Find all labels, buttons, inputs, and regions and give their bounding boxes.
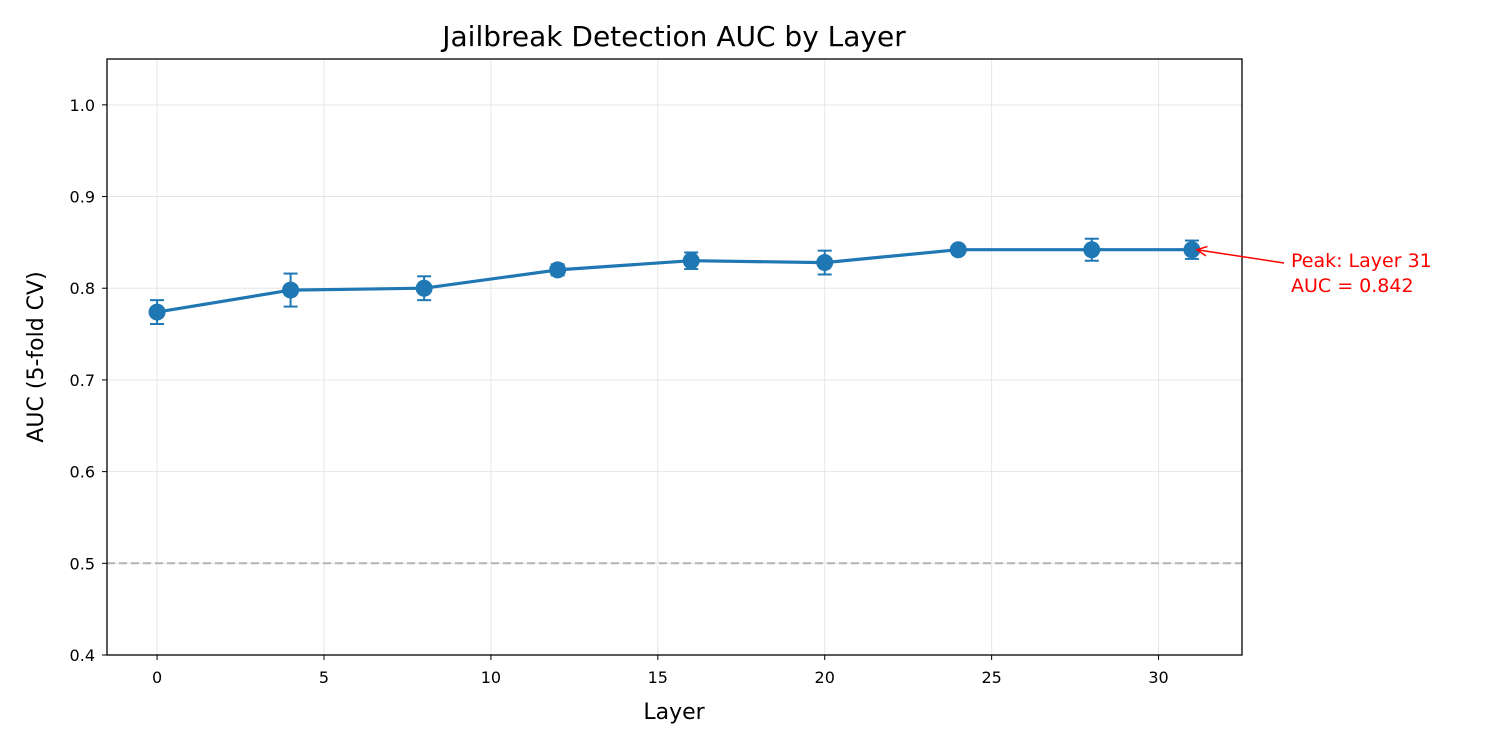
x-tick-label: 20 bbox=[815, 668, 835, 687]
annotation-arrow-head bbox=[1195, 245, 1208, 257]
data-point bbox=[682, 252, 700, 270]
x-tick-label: 15 bbox=[648, 668, 668, 687]
data-point bbox=[1083, 241, 1101, 259]
y-tick-label: 0.4 bbox=[70, 646, 95, 665]
x-tick-label: 25 bbox=[981, 668, 1001, 687]
y-tick-label: 0.8 bbox=[70, 279, 95, 298]
data-point bbox=[949, 241, 967, 259]
data-point bbox=[1183, 241, 1201, 259]
plot-frame bbox=[106, 58, 1243, 656]
y-tick-label: 0.5 bbox=[70, 554, 95, 573]
y-tick-label: 0.7 bbox=[70, 371, 95, 390]
chart-title: Jailbreak Detection AUC by Layer bbox=[440, 20, 906, 53]
y-axis-title: AUC (5-fold CV) bbox=[24, 271, 49, 442]
x-tick-label: 5 bbox=[319, 668, 329, 687]
annotation-layer: Peak: Layer 31 AUC = 0.842 bbox=[1195, 245, 1432, 297]
series-layer bbox=[148, 237, 1201, 325]
data-point bbox=[282, 281, 300, 299]
data-point bbox=[415, 279, 433, 297]
x-axis-title: Layer bbox=[643, 700, 705, 725]
x-tick-label: 30 bbox=[1148, 668, 1168, 687]
x-tick-label: 10 bbox=[481, 668, 501, 687]
annotation-text-line: AUC = 0.842 bbox=[1291, 275, 1414, 297]
data-point bbox=[148, 303, 166, 321]
annotation-arrow-shaft bbox=[1196, 248, 1285, 264]
x-tick-label: 0 bbox=[152, 668, 162, 687]
y-tick-label: 1.0 bbox=[70, 96, 95, 115]
tick-layer: 0 5 10 15 20 25 30 0.4 0.5 0.6 0.7 0.8 0.9 1.0 bbox=[70, 96, 1169, 687]
y-tick-label: 0.9 bbox=[70, 188, 95, 207]
y-tick-label: 0.6 bbox=[70, 463, 95, 482]
annotation-text-line: Peak: Layer 31 bbox=[1291, 250, 1432, 272]
grid-layer bbox=[107, 59, 1242, 656]
data-point bbox=[816, 254, 834, 272]
series-line bbox=[156, 248, 1192, 314]
data-point bbox=[549, 261, 567, 279]
